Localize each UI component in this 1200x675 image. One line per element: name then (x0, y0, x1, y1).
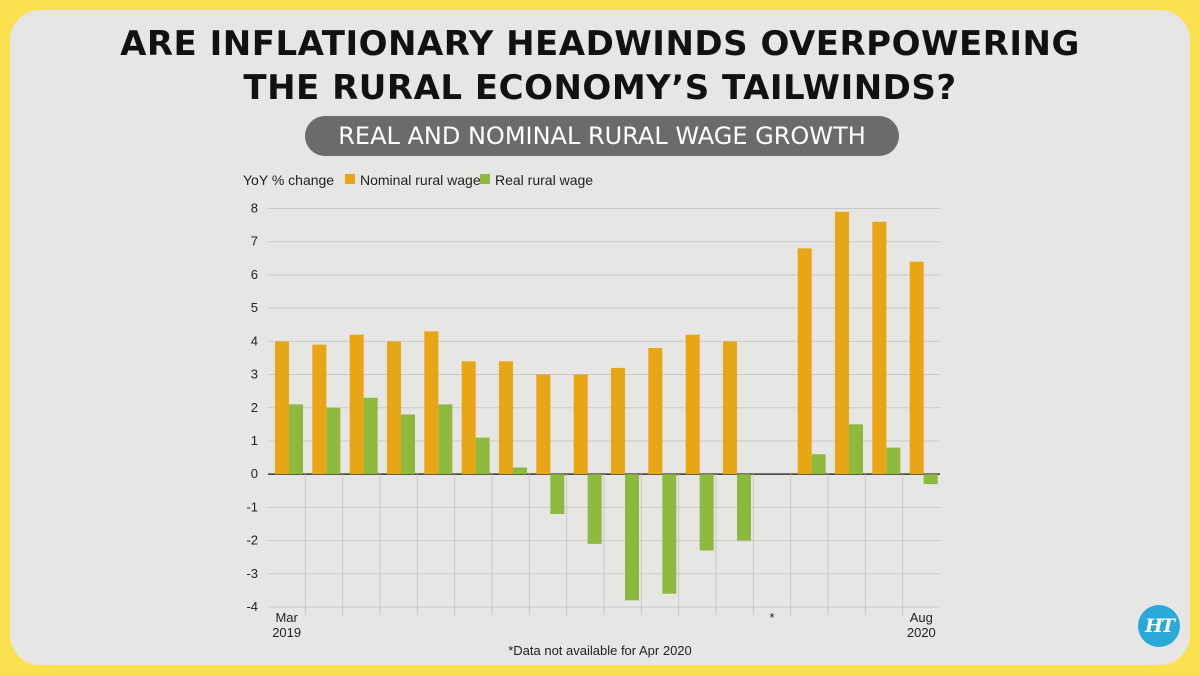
real-wage-bar (438, 404, 453, 475)
y-tick-label: 6 (251, 267, 258, 282)
nominal-wage-bar (648, 347, 663, 475)
real-wage-bar (625, 474, 639, 601)
real-wage-bar (923, 474, 938, 485)
nominal-wage-bar (499, 361, 513, 475)
real-wage-bar (811, 454, 826, 475)
nominal-wage-bar (275, 341, 289, 475)
nominal-wage-bar (797, 248, 812, 475)
nominal-wage-bar (611, 367, 625, 475)
real-wage-bar (289, 404, 303, 475)
chart-title: ARE INFLATIONARY HEADWINDS OVERPOWERING … (0, 22, 1200, 110)
ht-logo: HT (1138, 605, 1180, 647)
y-tick-label: -4 (246, 599, 258, 614)
real-wage-bar (662, 474, 677, 594)
real-wage-bar (699, 474, 714, 551)
real-wage-bar (475, 437, 490, 475)
real-wage-bar (550, 474, 565, 515)
y-tick-label: 4 (251, 333, 258, 348)
nominal-wage-bar (723, 341, 737, 475)
nominal-wage-bar (312, 344, 327, 475)
x-tick-label: Aug (910, 610, 933, 625)
y-tick-label: -1 (246, 499, 258, 514)
nominal-wage-bar (461, 361, 476, 475)
nominal-wage-bar (349, 334, 364, 475)
real-wage-bar (363, 397, 378, 475)
y-tick-label: 5 (251, 300, 258, 315)
footnote: *Data not available for Apr 2020 (508, 643, 692, 658)
legend-swatch (480, 174, 490, 184)
nominal-wage-bar (909, 261, 924, 475)
y-tick-label: 7 (251, 234, 258, 249)
nominal-wage-bar (835, 211, 849, 475)
y-tick-label: 2 (251, 400, 258, 415)
y-tick-label: -3 (246, 566, 258, 581)
real-wage-bar (849, 424, 863, 475)
y-tick-label: 8 (251, 201, 258, 216)
legend-label-real: Real rural wage (495, 172, 593, 188)
x-tick-label: 2020 (907, 625, 936, 640)
y-tick-label: 0 (251, 466, 258, 481)
y-tick-label: 1 (251, 433, 258, 448)
x-tick-label: 2019 (272, 625, 301, 640)
nominal-wage-bar (536, 374, 551, 475)
x-tick-label: * (769, 610, 774, 625)
y-tick-label: 3 (251, 367, 258, 382)
nominal-wage-bar (387, 341, 401, 475)
legend-swatch (345, 174, 355, 184)
y-axis-label: YoY % change (243, 172, 334, 188)
nominal-wage-bar (872, 221, 887, 475)
x-tick-label: Mar (275, 610, 298, 625)
real-wage-bar (886, 447, 901, 475)
nominal-wage-bar (685, 334, 700, 475)
nominal-wage-bar (573, 374, 588, 475)
real-wage-bar (737, 474, 751, 541)
legend-label-nominal: Nominal rural wage (360, 172, 481, 188)
nominal-wage-bar (424, 331, 439, 475)
real-wage-bar (326, 407, 341, 475)
real-wage-bar (513, 467, 527, 475)
title-line-2: THE RURAL ECONOMY’S TAILWINDS? (243, 68, 957, 108)
real-wage-bar (401, 414, 415, 475)
y-tick-label: -2 (246, 533, 258, 548)
chart-subtitle: REAL AND NOMINAL RURAL WAGE GROWTH (305, 116, 899, 156)
real-wage-bar (587, 474, 602, 544)
title-line-1: ARE INFLATIONARY HEADWINDS OVERPOWERING (120, 24, 1080, 64)
